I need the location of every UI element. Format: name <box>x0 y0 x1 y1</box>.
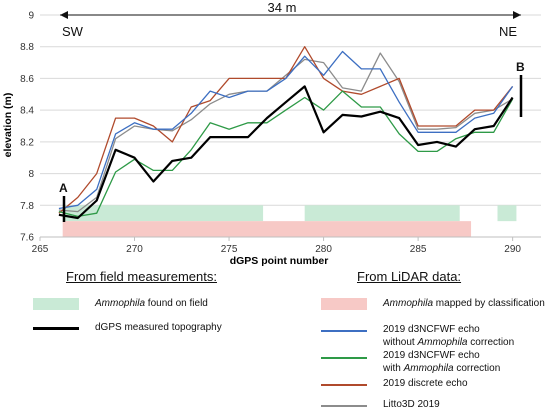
litto3d-swatch <box>321 405 367 407</box>
x-tick-label: 280 <box>315 244 332 255</box>
y-axis-title: elevation (m) <box>2 93 14 158</box>
green-echo-italic: Ammophila <box>403 363 454 374</box>
green-echo-label-line1: 2019 d3NCFWF echo <box>383 350 480 361</box>
field-band <box>62 205 264 222</box>
field-measurements-heading: From field measurements: <box>66 269 217 284</box>
field-ammophila-label: Ammophila found on field <box>95 298 208 309</box>
distance-arrow-right-head <box>513 11 521 19</box>
y-tick-label: 9 <box>28 11 34 22</box>
x-axis-title: dGPS point number <box>230 255 329 267</box>
green-echo-post: correction <box>453 363 501 374</box>
series-lines <box>58 46 514 220</box>
point-a-label: A <box>59 181 68 195</box>
field-band <box>304 205 460 222</box>
lidar-ammophila-label: Ammophila mapped by classification <box>383 298 545 309</box>
y-tick-label: 8 <box>28 169 34 180</box>
y-tick-label: 7.8 <box>20 201 34 212</box>
y-tick-label: 8.2 <box>20 137 34 148</box>
annotations: 34 m SW NE A B <box>59 0 525 222</box>
grid-lines <box>40 14 541 238</box>
sw-label: SW <box>62 24 84 39</box>
litto-series-line <box>58 52 513 213</box>
axes: 7.6 7.8 8 8.2 8.4 8.6 8.8 9 265 270 275 280 285 290 <box>20 11 541 255</box>
x-tick-label: 275 <box>221 244 238 255</box>
dgps-series-line <box>58 85 514 220</box>
discrete-echo-swatch <box>321 384 367 386</box>
blue-series-line <box>58 50 514 210</box>
green-echo-label-line2: with Ammophila correction <box>383 363 500 374</box>
point-b-label: B <box>516 60 525 74</box>
x-tick-label: 290 <box>504 244 521 255</box>
discrete-echo-label: 2019 discrete echo <box>383 378 468 389</box>
elevation-profile-chart: 7.6 7.8 8 8.2 8.4 8.6 8.8 9 265 270 275 280 285 290 3… <box>2 0 541 267</box>
lidar-ammophila-italic: Ammophila <box>383 298 434 309</box>
green-echo-pre: with <box>383 363 404 374</box>
lidar-ammophila-rest: mapped by classification <box>433 298 545 309</box>
field-ammophila-rest: found on field <box>145 298 208 309</box>
y-tick-label: 8.4 <box>20 106 34 117</box>
field-band <box>497 205 517 222</box>
litto3d-label: Litto3D 2019 <box>383 399 440 410</box>
dgps-label: dGPS measured topography <box>95 322 222 333</box>
y-tick-label: 7.6 <box>20 233 34 244</box>
blue-echo-swatch <box>321 330 367 332</box>
field-ammophila-italic: Ammophila <box>95 298 146 309</box>
blue-echo-italic: Ammophila <box>417 337 468 348</box>
lidar-ammophila-swatch <box>321 298 367 310</box>
x-tick-label: 265 <box>32 244 49 255</box>
blue-echo-label-line1: 2019 d3NCFWF echo <box>383 324 480 335</box>
ammophila-bands <box>62 205 517 237</box>
field-ammophila-swatch <box>33 298 79 310</box>
x-tick-label: 270 <box>126 244 143 255</box>
distance-label: 34 m <box>268 0 297 15</box>
blue-echo-label-line2: without Ammophila correction <box>383 337 514 348</box>
dgps-swatch <box>33 327 79 330</box>
y-tick-label: 8.6 <box>20 74 34 85</box>
ne-label: NE <box>499 24 517 39</box>
green-echo-swatch <box>321 357 367 359</box>
blue-echo-pre: without <box>383 337 418 348</box>
y-tick-label: 8.8 <box>20 42 34 53</box>
x-tick-label: 285 <box>410 244 427 255</box>
lidar-data-heading: From LiDAR data: <box>357 269 462 284</box>
blue-echo-post: correction <box>467 337 515 348</box>
distance-arrow-left-head <box>60 11 68 19</box>
discrete-series-line <box>58 46 514 214</box>
lidar-band <box>62 221 472 237</box>
